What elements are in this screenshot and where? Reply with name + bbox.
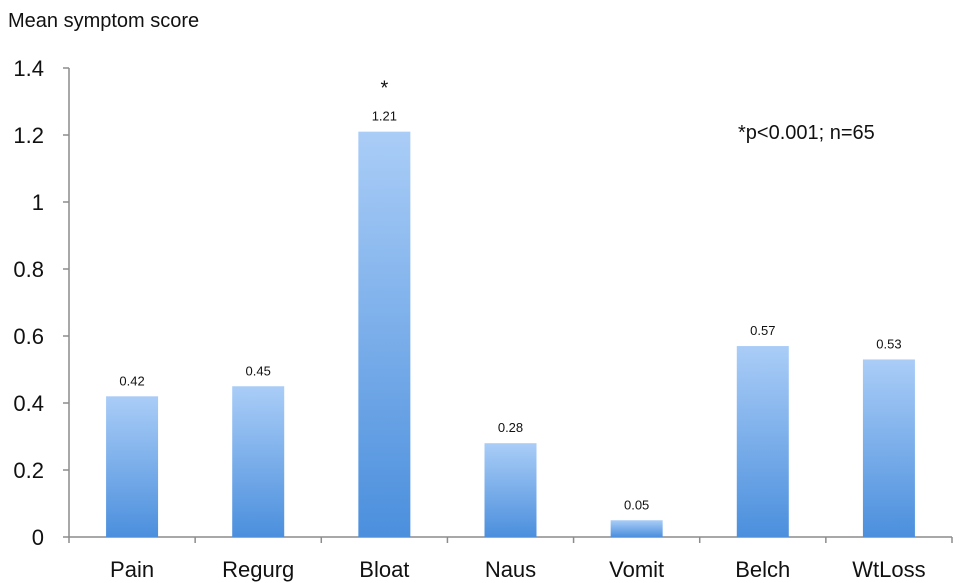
data-label: 1.21 xyxy=(372,109,397,124)
bar-regurg xyxy=(232,386,285,537)
y-tick-label: 1 xyxy=(32,190,44,215)
bar-wtloss xyxy=(862,359,915,537)
x-tick-label: Vomit xyxy=(609,557,664,582)
x-tick-label: Pain xyxy=(110,557,154,582)
data-label: 0.45 xyxy=(246,363,271,378)
y-tick-label: 0.2 xyxy=(13,458,44,483)
bar-naus xyxy=(484,443,537,537)
bar-vomit xyxy=(610,520,663,537)
significance-note: *p<0.001; n=65 xyxy=(738,122,875,144)
y-tick-label: 0.4 xyxy=(13,391,44,416)
data-label: 0.57 xyxy=(750,323,775,338)
y-axis-title: Mean symptom score xyxy=(8,10,199,32)
bar-pain xyxy=(106,396,159,537)
x-tick-label: WtLoss xyxy=(852,557,925,582)
data-label: 0.42 xyxy=(119,373,144,388)
x-tick-label: Bloat xyxy=(359,557,409,582)
x-tick-label: Belch xyxy=(735,557,790,582)
x-tick-label: Regurg xyxy=(222,557,294,582)
data-label: 0.05 xyxy=(624,497,649,512)
data-label: 0.53 xyxy=(876,336,901,351)
y-tick-label: 0.8 xyxy=(13,257,44,282)
significance-star: * xyxy=(380,78,388,100)
y-tick-label: 1.2 xyxy=(13,123,44,148)
y-tick-label: 1.4 xyxy=(13,56,44,81)
bar-bloat xyxy=(358,131,411,537)
bars xyxy=(106,131,915,537)
data-label: 0.28 xyxy=(498,420,523,435)
y-tick-label: 0.6 xyxy=(13,324,44,349)
bar-belch xyxy=(736,346,789,537)
x-tick-label: Naus xyxy=(485,557,536,582)
labels: 0.42 Pain 0.45 Regurg 1.21 Bloat * 0.28 Naus 0.05… xyxy=(110,78,926,582)
y-tick-label: 0 xyxy=(32,525,44,550)
axes: 0 0.2 0.4 0.6 0.8 1 1.2 1.4 xyxy=(13,56,953,550)
